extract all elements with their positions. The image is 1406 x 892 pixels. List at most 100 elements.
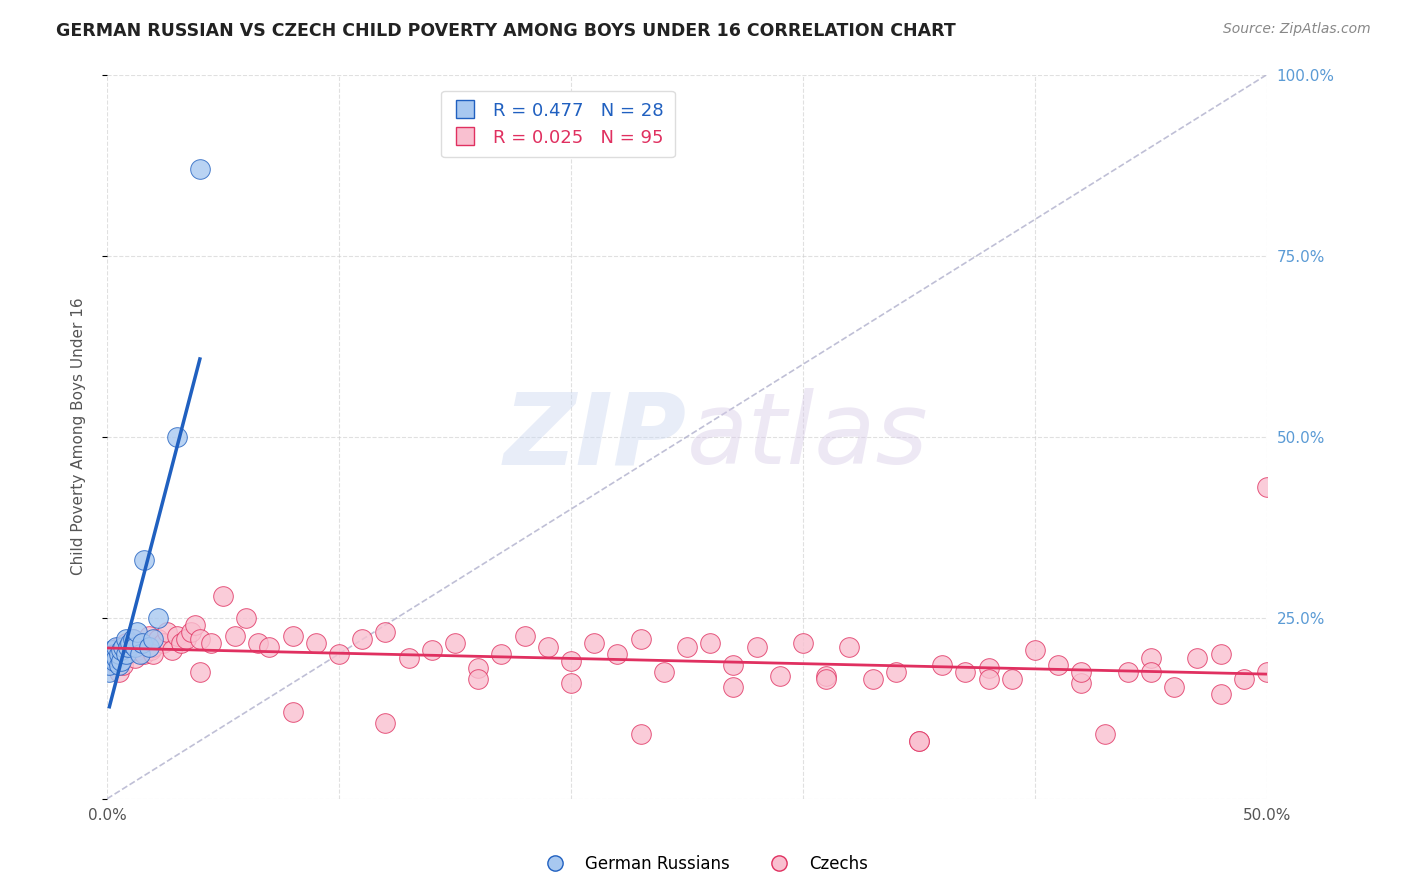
- Point: [100, 647, 122, 661]
- Point: [107, 647, 129, 661]
- Point: [146, 632, 169, 647]
- Point: [1094, 726, 1116, 740]
- Legend: R = 0.477   N = 28, R = 0.025   N = 95: R = 0.477 N = 28, R = 0.025 N = 95: [441, 91, 675, 158]
- Point: [105, 657, 128, 672]
- Point: [134, 553, 156, 567]
- Point: [160, 643, 183, 657]
- Point: [142, 647, 165, 661]
- Point: [188, 665, 211, 679]
- Point: [142, 640, 165, 654]
- Point: [112, 657, 135, 672]
- Point: [977, 673, 1000, 687]
- Point: [107, 657, 129, 672]
- Point: [131, 636, 153, 650]
- Point: [110, 654, 132, 668]
- Point: [259, 640, 281, 654]
- Point: [174, 632, 197, 647]
- Point: [110, 650, 132, 665]
- Point: [142, 632, 165, 647]
- Point: [114, 632, 136, 647]
- Point: [124, 650, 146, 665]
- Point: [152, 636, 174, 650]
- Point: [977, 661, 1000, 675]
- Point: [141, 643, 163, 657]
- Point: [352, 632, 374, 647]
- Point: [862, 673, 884, 687]
- Point: [103, 647, 125, 661]
- Point: [107, 640, 129, 654]
- Point: [792, 636, 814, 650]
- Point: [110, 643, 132, 657]
- Point: [166, 430, 188, 444]
- Point: [120, 636, 142, 650]
- Point: [467, 673, 489, 687]
- Point: [117, 647, 139, 661]
- Point: [955, 665, 977, 679]
- Point: [1116, 665, 1139, 679]
- Point: [170, 636, 193, 650]
- Point: [188, 632, 211, 647]
- Point: [1140, 665, 1163, 679]
- Point: [420, 643, 443, 657]
- Point: [1163, 680, 1185, 694]
- Point: [121, 632, 143, 647]
- Point: [120, 640, 142, 654]
- Point: [1209, 687, 1232, 701]
- Point: [1070, 676, 1092, 690]
- Point: [112, 643, 135, 657]
- Point: [184, 618, 207, 632]
- Point: [884, 665, 907, 679]
- Point: [815, 673, 838, 687]
- Text: ZIP: ZIP: [505, 388, 688, 485]
- Point: [1256, 665, 1278, 679]
- Point: [1209, 647, 1232, 661]
- Point: [100, 643, 122, 657]
- Point: [374, 715, 396, 730]
- Point: [138, 640, 160, 654]
- Point: [166, 629, 188, 643]
- Point: [105, 650, 128, 665]
- Point: [723, 680, 745, 694]
- Point: [630, 726, 652, 740]
- Point: [180, 625, 202, 640]
- Point: [513, 629, 536, 643]
- Point: [1256, 480, 1278, 494]
- Point: [560, 654, 582, 668]
- Text: atlas: atlas: [688, 388, 929, 485]
- Point: [838, 640, 860, 654]
- Point: [908, 734, 931, 748]
- Point: [112, 640, 135, 654]
- Point: [246, 636, 269, 650]
- Point: [1070, 665, 1092, 679]
- Y-axis label: Child Poverty Among Boys Under 16: Child Poverty Among Boys Under 16: [72, 298, 86, 575]
- Point: [135, 636, 157, 650]
- Point: [105, 640, 128, 654]
- Point: [560, 676, 582, 690]
- Point: [127, 643, 149, 657]
- Point: [146, 610, 169, 624]
- Text: GERMAN RUSSIAN VS CZECH CHILD POVERTY AMONG BOYS UNDER 16 CORRELATION CHART: GERMAN RUSSIAN VS CZECH CHILD POVERTY AM…: [56, 22, 956, 40]
- Point: [114, 636, 136, 650]
- Point: [100, 650, 122, 665]
- Point: [723, 657, 745, 672]
- Point: [121, 632, 143, 647]
- Point: [815, 668, 838, 682]
- Point: [281, 705, 304, 719]
- Point: [398, 650, 420, 665]
- Point: [305, 636, 328, 650]
- Point: [745, 640, 768, 654]
- Point: [1187, 650, 1209, 665]
- Point: [908, 734, 931, 748]
- Point: [467, 661, 489, 675]
- Point: [138, 629, 160, 643]
- Text: Source: ZipAtlas.com: Source: ZipAtlas.com: [1223, 22, 1371, 37]
- Point: [128, 636, 150, 650]
- Point: [491, 647, 513, 661]
- Point: [281, 629, 304, 643]
- Point: [444, 636, 467, 650]
- Point: [1140, 650, 1163, 665]
- Point: [606, 647, 628, 661]
- Point: [128, 647, 150, 661]
- Point: [630, 632, 652, 647]
- Legend: German Russians, Czechs: German Russians, Czechs: [531, 848, 875, 880]
